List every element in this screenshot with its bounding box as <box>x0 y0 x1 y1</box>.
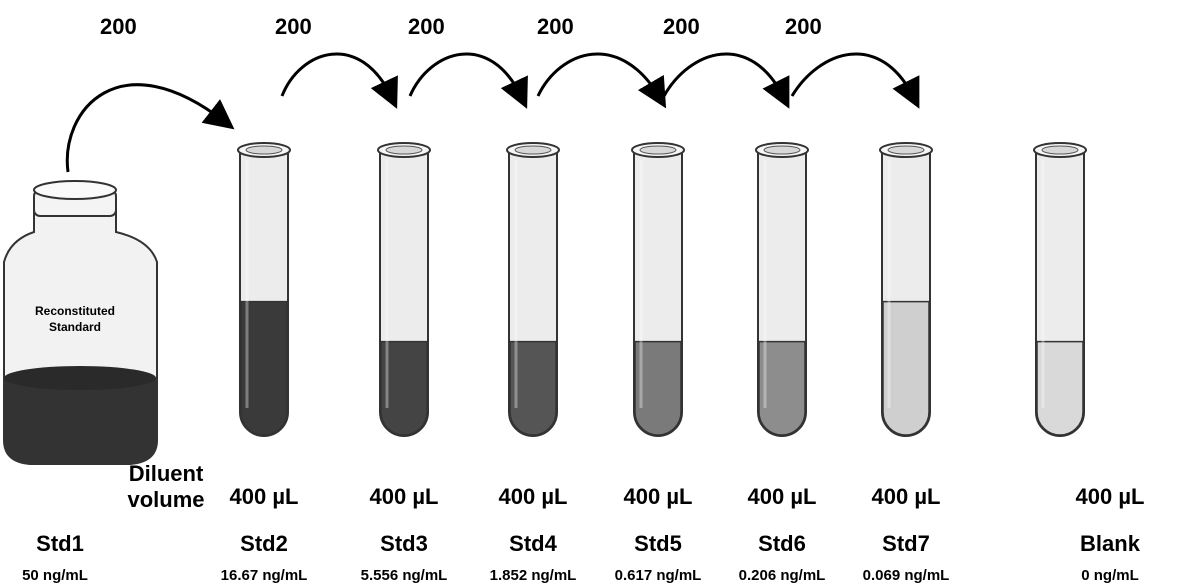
standard-concentration: 0.617 ng/mL <box>614 567 702 584</box>
transfer-volume-6: 200 <box>785 14 822 39</box>
diluent-volume: 400 µL <box>871 484 941 509</box>
tube-liquid <box>380 340 428 436</box>
diluent-volume: 400 µL <box>369 484 439 509</box>
standard-name: Std6 <box>758 531 806 556</box>
standard-concentration: 5.556 ng/mL <box>360 567 448 584</box>
tube-liquid <box>240 300 288 436</box>
standard-concentration: 50 ng/mL <box>22 567 88 584</box>
tube-std6 <box>755 142 809 437</box>
diluent-volume: 400 µL <box>229 484 299 509</box>
transfer-arrow <box>790 52 920 109</box>
transfer-arrow <box>536 52 667 109</box>
standard-name: Blank <box>1080 531 1140 556</box>
bottle-liquid <box>4 370 157 464</box>
diluent-volume: 400 µL <box>623 484 693 509</box>
diluent-title-line1: Diluent <box>128 461 204 486</box>
tube-rim-inner <box>887 145 925 155</box>
standard-concentration: 16.67 ng/mL <box>220 567 308 584</box>
tube-rim-inner <box>514 145 552 155</box>
diluent-title-line2: volume <box>127 487 205 512</box>
tube-liquid <box>758 340 806 436</box>
transfer-arrow <box>65 83 235 173</box>
standard-concentration: 1.852 ng/mL <box>489 567 577 584</box>
tube-std4 <box>506 142 560 437</box>
tube-rim-inner <box>385 145 423 155</box>
transfer-arrow <box>280 52 398 109</box>
transfer-volume-1: 200 <box>100 14 137 39</box>
tube-rim-inner <box>1041 145 1079 155</box>
transfer-volume-3: 200 <box>408 14 445 39</box>
standard-name: Std4 <box>509 531 557 556</box>
diluent-volume: 400 µL <box>498 484 568 509</box>
tube-rim-inner <box>245 145 283 155</box>
tube-rim-inner <box>763 145 801 155</box>
bottle-label-line2: Standard <box>49 320 101 334</box>
standard-name: Std3 <box>380 531 428 556</box>
transfer-volume-4: 200 <box>537 14 574 39</box>
tubes <box>237 142 1087 437</box>
reconstituted-standard-bottle <box>3 180 158 465</box>
transfer-volume-5: 200 <box>663 14 700 39</box>
diluent-volume: 400 µL <box>747 484 817 509</box>
bottle-label-line1: Reconstituted <box>35 304 115 318</box>
standard-name: Std5 <box>634 531 682 556</box>
tube-liquid <box>634 340 682 436</box>
tube-blank <box>1033 142 1087 437</box>
tube-rim-inner <box>639 145 677 155</box>
standard-name: Std7 <box>882 531 930 556</box>
tube-std5 <box>631 142 685 437</box>
transfer-arrow <box>662 52 790 109</box>
standard-name: Std2 <box>240 531 288 556</box>
tube-std3 <box>377 142 431 437</box>
tube-liquid <box>1036 340 1084 436</box>
standard-concentration: 0 ng/mL <box>1081 567 1139 584</box>
transfer-arrow <box>408 52 528 109</box>
transfer-volume-2: 200 <box>275 14 312 39</box>
tube-std7 <box>879 142 933 437</box>
standard-concentration: 0.206 ng/mL <box>738 567 826 584</box>
diluent-volume: 400 µL <box>1075 484 1145 509</box>
tube-liquid <box>882 300 930 436</box>
tube-std2 <box>237 142 291 437</box>
transfer-arrows <box>65 52 920 173</box>
tube-liquid <box>509 340 557 436</box>
diluent-volume-title: Diluent volume <box>116 461 216 513</box>
standard-concentration: 0.069 ng/mL <box>862 567 950 584</box>
standard-name: Std1 <box>36 531 84 556</box>
